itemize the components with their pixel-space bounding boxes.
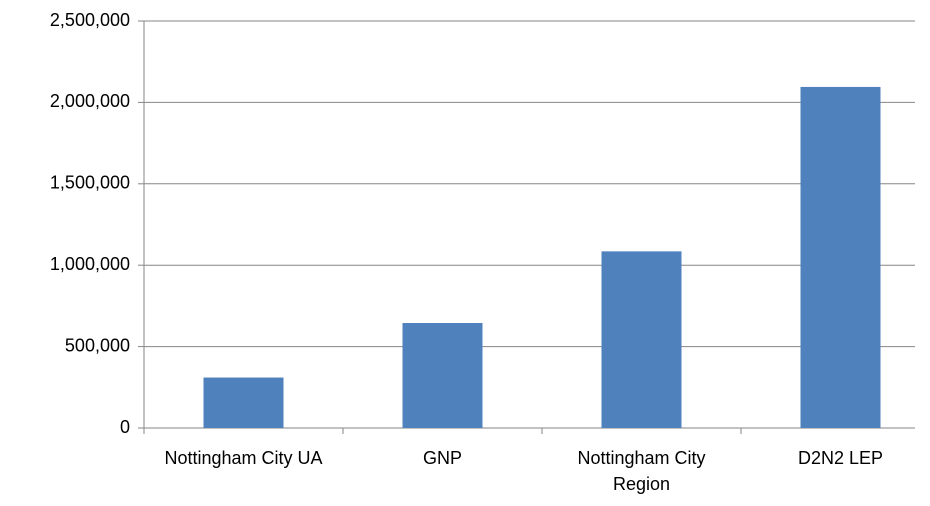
- bar: [601, 251, 682, 428]
- x-tick-label: GNP: [422, 448, 462, 468]
- y-tick-label: 2,500,000: [50, 10, 130, 30]
- x-tick-label: Nottingham City UA: [164, 448, 323, 468]
- y-tick-label: 500,000: [65, 335, 130, 355]
- y-tick-label: 1,000,000: [50, 254, 130, 274]
- y-tick-label: 2,000,000: [50, 91, 130, 111]
- y-tick-label: 1,500,000: [50, 173, 130, 193]
- bar: [800, 86, 881, 429]
- x-tick-label: Nottingham City Region: [577, 448, 706, 494]
- bar: [402, 322, 483, 428]
- bar: [203, 377, 284, 428]
- y-tick-label: 0: [120, 417, 130, 437]
- x-tick-label: D2N2 LEP: [797, 448, 884, 468]
